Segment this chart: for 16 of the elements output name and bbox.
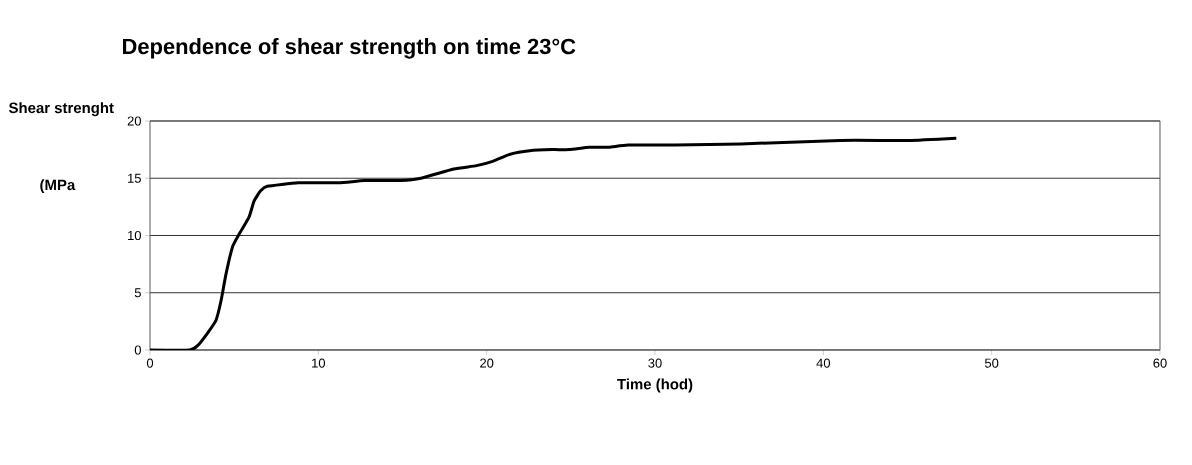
x-tick-label: 20 <box>480 358 494 368</box>
x-tick-label: 60 <box>1153 358 1167 368</box>
x-tick-label: 50 <box>984 358 999 368</box>
y-tick-label: 5 <box>134 288 141 298</box>
x-tick-label: 30 <box>648 358 662 368</box>
x-tick-label: 0 <box>146 358 154 368</box>
y-tick-label: 20 <box>127 116 141 126</box>
x-tick-label: 40 <box>816 358 831 368</box>
text: (MPa <box>40 179 76 194</box>
y-tick-label: 10 <box>128 230 141 241</box>
x-axis-title: Time (hod) <box>617 378 693 393</box>
y-tick-label: 0 <box>134 345 141 355</box>
y-axis-title: Shear strenght <box>8 102 114 117</box>
y-tick-label: 15 <box>128 173 141 183</box>
chart-title: Dependence of shear strength on time 23°C <box>123 38 576 59</box>
x-tick-label: 10 <box>312 358 326 368</box>
